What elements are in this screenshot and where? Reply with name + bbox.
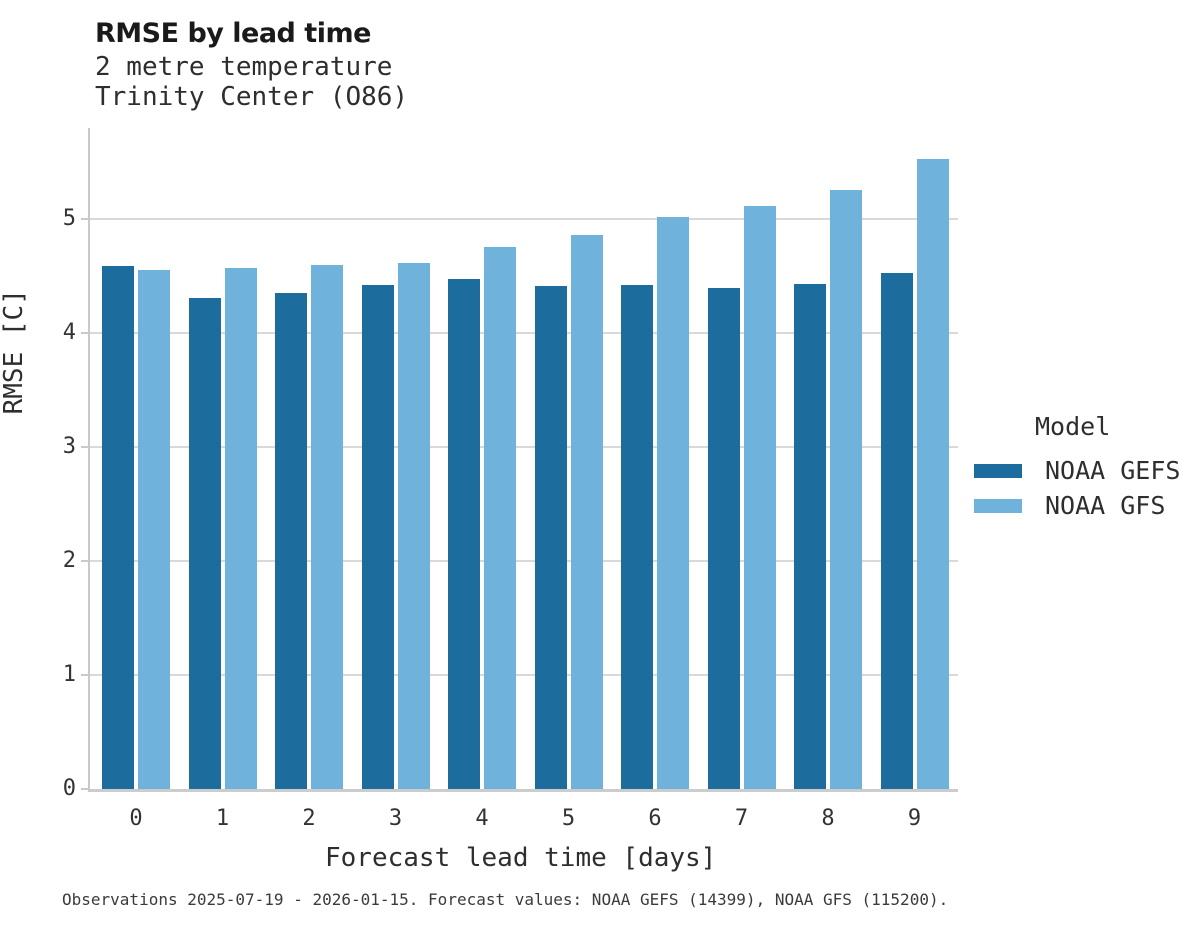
y-tick-label-4: 4 (62, 319, 76, 345)
bar-noaa-gefs-lead-6 (621, 284, 653, 789)
bar-noaa-gefs-lead-8 (794, 283, 826, 789)
bar-noaa-gefs-lead-5 (534, 285, 567, 789)
x-axis-title: Forecast lead time [days] (325, 843, 717, 873)
bar-noaa-gfs-lead-1 (224, 267, 257, 789)
legend-entry-noaa-gfs: NOAA GFS (974, 488, 1180, 523)
bar-noaa-gfs-lead-6 (657, 217, 689, 789)
legend-entry-noaa-gefs: NOAA GEFS (974, 453, 1180, 488)
x-tick-label-1: 1 (215, 806, 230, 831)
bar-noaa-gefs-lead-2 (275, 292, 307, 789)
bar-noaa-gfs-lead-8 (830, 190, 862, 789)
bar-noaa-gefs-lead-3 (361, 284, 394, 789)
legend-swatch-noaa-gefs (974, 463, 1022, 478)
y-tick-mark-1 (81, 673, 88, 676)
legend-title: Model (1035, 412, 1111, 441)
x-tick-label-9: 9 (907, 806, 922, 831)
y-tick-mark-2 (81, 559, 88, 562)
y-tick-label-0: 0 (62, 776, 76, 801)
x-tick-label-2: 2 (302, 806, 316, 831)
gridline-2 (90, 559, 958, 562)
bar-noaa-gefs-lead-4 (448, 279, 480, 789)
x-tick-label-5: 5 (561, 806, 576, 831)
y-tick-label-5: 5 (62, 205, 76, 231)
bar-noaa-gefs-lead-7 (707, 288, 740, 789)
bar-noaa-gefs-lead-1 (188, 298, 221, 789)
x-tick-label-3: 3 (388, 806, 403, 831)
gridline-4 (90, 331, 958, 334)
bar-noaa-gfs-lead-7 (743, 206, 776, 789)
chart-subtitle-variable: 2 metre temperature (95, 52, 393, 82)
gridline-5 (90, 217, 958, 220)
bar-noaa-gfs-lead-3 (397, 263, 430, 789)
y-tick-mark-4 (81, 331, 88, 334)
legend-label: NOAA GFS (1045, 491, 1166, 520)
bar-noaa-gefs-lead-0 (102, 266, 134, 789)
y-axis-title: RMSE [C] (0, 289, 29, 415)
y-tick-mark-0 (81, 788, 88, 790)
y-tick-label-2: 2 (62, 547, 76, 573)
caption-text: Observations 2025-07-19 - 2026-01-15. Fo… (62, 890, 949, 909)
chart-title: RMSE by lead time (95, 18, 371, 49)
bar-noaa-gfs-lead-5 (570, 234, 603, 789)
gridline-1 (90, 673, 958, 676)
y-tick-label-1: 1 (62, 661, 76, 687)
bar-noaa-gfs-lead-2 (311, 265, 343, 789)
bar-noaa-gfs-lead-9 (916, 159, 949, 789)
x-tick-label-4: 4 (475, 806, 489, 831)
plot-area: 0 1 2 3 4 5 0 1 2 3 4 5 6 7 8 9 (63, 128, 958, 831)
chart-subtitle-station: Trinity Center (O86) (95, 82, 409, 112)
bar-noaa-gefs-lead-9 (880, 273, 913, 789)
x-tick-label-6: 6 (648, 806, 662, 831)
bar-noaa-gfs-lead-4 (484, 247, 516, 789)
legend-swatch-noaa-gfs (974, 498, 1022, 513)
x-tick-label-0: 0 (129, 806, 143, 831)
x-tick-label-7: 7 (734, 806, 749, 831)
y-tick-label-3: 3 (62, 433, 76, 459)
legend: Model NOAA GEFS NOAA GFS (974, 412, 1180, 523)
y-tick-mark-5 (81, 217, 88, 220)
gridline-3 (90, 445, 958, 448)
y-tick-mark-3 (81, 445, 88, 448)
bar-noaa-gfs-lead-0 (138, 269, 170, 789)
legend-label: NOAA GEFS (1045, 456, 1181, 485)
x-tick-label-8: 8 (821, 806, 835, 831)
